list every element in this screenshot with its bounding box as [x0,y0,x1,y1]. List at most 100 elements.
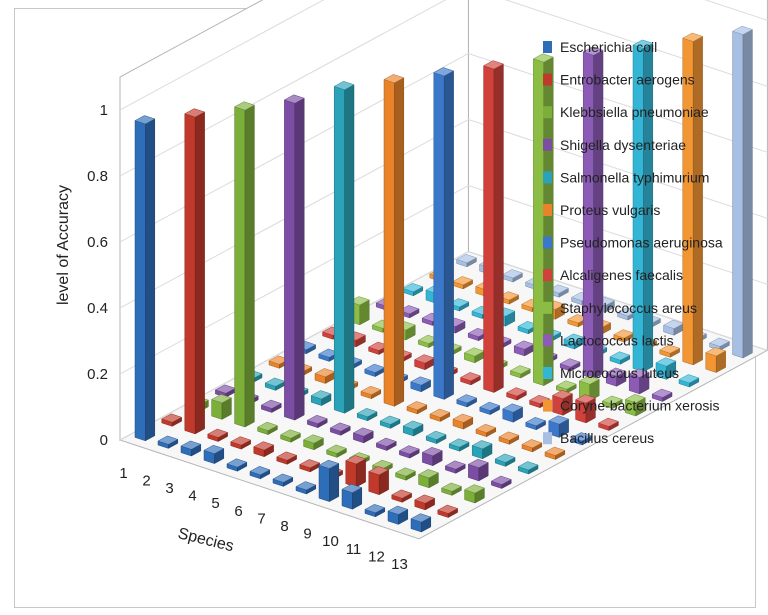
bar [157,435,179,449]
x-tick-label: 11 [346,541,362,558]
bar [364,504,386,518]
legend-label: Coryne-bacterium xerosis [560,398,720,414]
bar [655,357,677,380]
bar [230,436,252,450]
bar [509,365,531,379]
bar [521,439,543,453]
legend-label: Salmonella typhimurium [560,169,709,185]
legend-swatch [543,399,552,412]
bar [517,461,539,475]
bar [567,314,589,328]
legend-swatch [543,301,552,314]
bar [662,319,685,336]
bar [467,458,489,482]
legend-swatch [543,41,552,53]
bar [184,108,206,435]
bar [264,377,286,391]
bar [551,390,574,416]
x-tick-label: 6 [234,503,242,520]
bar [421,447,443,467]
x-tick-label: 7 [257,510,265,527]
bar [272,473,294,487]
bar [299,459,321,473]
legend-label: Proteus vulgaris [560,202,660,218]
x-tick-label: 1 [119,465,127,482]
bar [387,505,409,525]
legend-label: Bacillus cereus [560,430,654,446]
bar [203,444,225,465]
bar [345,455,367,488]
x-tick-label: 12 [368,548,385,565]
bar [444,460,466,474]
bar [525,417,547,431]
bar [659,344,681,358]
legend-swatch [543,367,552,379]
legend-label: Shigella dysenteriae [560,137,686,153]
x-tick-label: 13 [391,556,408,573]
legend-label: Alcaligenes faecalis [560,267,683,283]
bar [398,445,420,459]
bar [260,399,282,413]
bar [502,403,524,423]
bar [429,408,451,422]
bar [279,429,302,443]
bar [383,74,405,407]
bar [433,67,455,400]
bar [528,394,551,409]
bar [302,434,325,451]
bar [325,444,348,458]
legend-swatch [543,138,552,151]
bar [402,420,424,437]
bar [490,475,512,489]
bar [479,401,501,416]
bar [256,421,279,436]
bar [452,413,474,430]
y-axis-ticks: 0 0.2 0.4 0.6 0.8 1 [87,102,108,449]
bar [559,358,581,372]
bar [341,483,363,510]
bar [375,437,397,451]
bar [705,347,727,373]
bar [605,367,627,387]
bar [425,430,447,445]
x-axis-ticks: 1 2 3 4 5 6 7 8 9 10 11 12 13 [119,465,408,573]
bar [651,388,673,402]
legend-swatch [543,106,552,119]
bar [571,432,593,446]
x-tick-label: 5 [211,495,219,512]
bar [306,414,328,429]
legend-swatch [543,73,552,86]
bar [333,81,355,414]
y-tick-label: 0.6 [87,234,108,251]
bar [417,469,440,489]
bar [180,440,202,457]
bar [555,380,577,394]
bar [456,394,478,408]
bar [482,60,505,393]
legend: Escherichia coil Entrobacter aerogens Kleb… [543,39,723,446]
bar [440,482,463,496]
legend-label: Escherichia coil [560,39,657,55]
bar [414,494,436,511]
bar [708,337,731,351]
y-tick-label: 0.8 [87,168,108,185]
chart-bars [134,25,754,533]
bar [455,254,478,268]
legend-label: Lactococcus lactis [560,332,674,348]
bar [226,458,248,472]
bar [207,428,229,442]
y-tick-label: 0 [100,432,108,449]
legend-swatch [543,269,552,282]
bar [410,513,432,533]
x-tick-label: 4 [188,488,196,505]
y-tick-label: 0.2 [87,366,108,383]
bar [402,283,424,297]
bar [134,115,156,442]
bar [471,440,493,460]
bar [249,466,271,480]
legend-swatch [543,171,552,184]
bar [513,340,535,357]
bar [276,451,298,465]
legend-label: Staphylococcus areus [560,300,697,316]
